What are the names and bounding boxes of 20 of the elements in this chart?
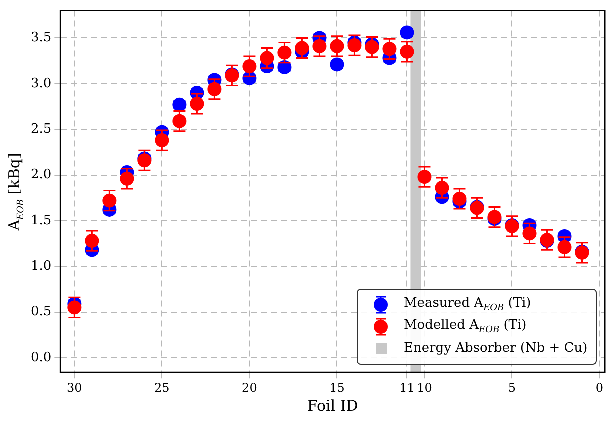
y-tick-label: 1.0 bbox=[30, 258, 52, 274]
x-tick-label: 30 bbox=[67, 380, 82, 395]
y-tick-label: 1.5 bbox=[30, 213, 52, 228]
x-tick-label: 15 bbox=[330, 380, 345, 395]
y-tick-label: 3.0 bbox=[30, 76, 52, 92]
x-tick-label: 20 bbox=[242, 380, 258, 395]
y-tick-label: 2.5 bbox=[30, 122, 52, 137]
y-tick-label: 2.0 bbox=[30, 168, 52, 183]
x-tick-label: 25 bbox=[154, 380, 170, 395]
y-tick-label: 0.0 bbox=[30, 350, 52, 366]
x-tick-label: 11 bbox=[400, 380, 415, 395]
x-axis-title: Foil ID bbox=[307, 396, 358, 415]
legend-label: Modelled A$_{EOB}$ (Ti) bbox=[404, 318, 527, 336]
x-tick-label: 5 bbox=[508, 380, 516, 395]
y-tick-label: 0.5 bbox=[30, 304, 52, 320]
legend-label: Measured A$_{EOB}$ (Ti) bbox=[404, 296, 532, 314]
x-tick-label: 0 bbox=[596, 380, 604, 395]
band-label: Energy Absorber (Nb + Cu) bbox=[404, 341, 588, 356]
x-tick-label: 10 bbox=[417, 380, 432, 395]
y-tick-label: 3.5 bbox=[30, 30, 52, 46]
